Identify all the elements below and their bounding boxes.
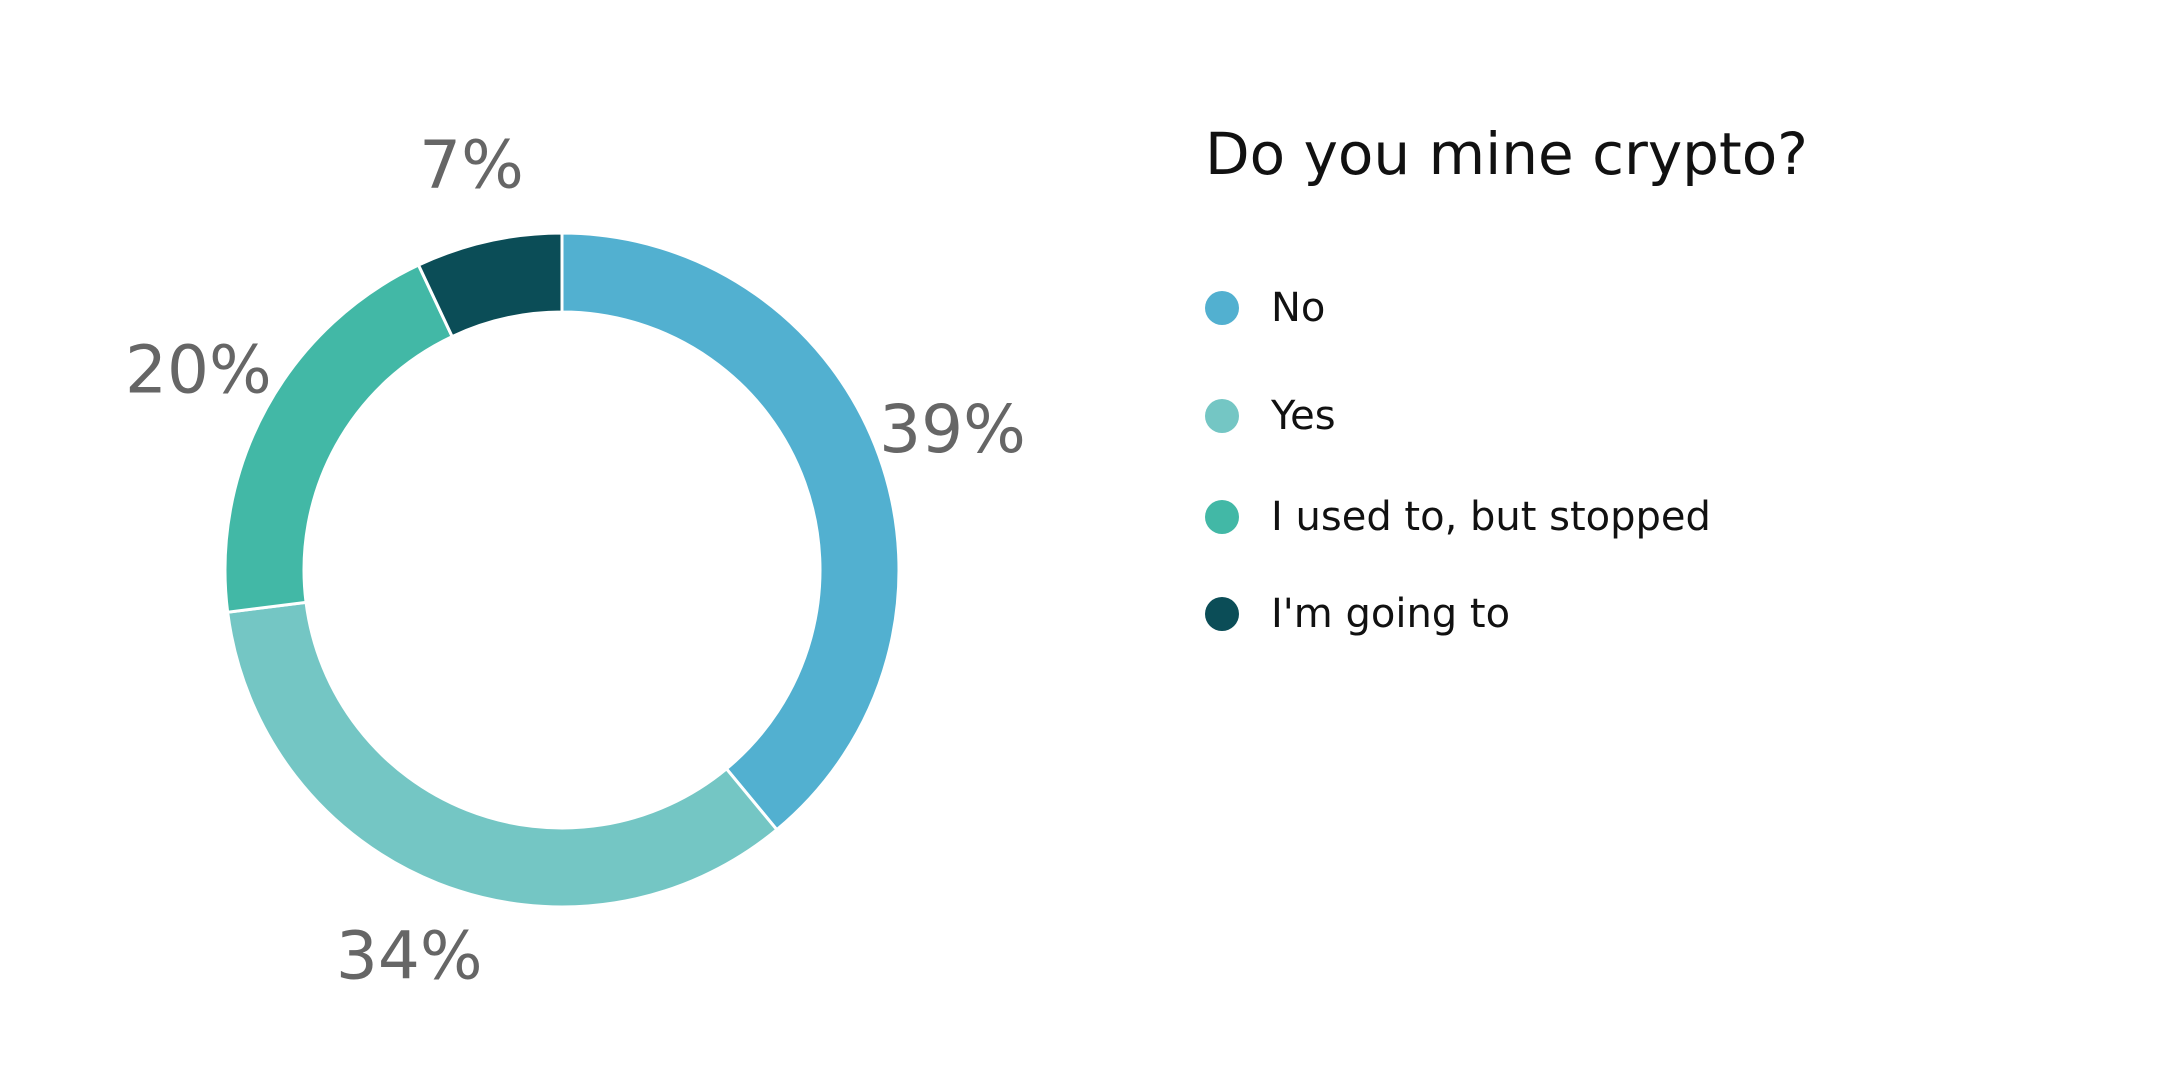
- legend-item: No: [1205, 285, 1325, 331]
- slice-label-3: 7%: [419, 126, 524, 203]
- legend-item: I used to, but stopped: [1205, 494, 1711, 540]
- legend-label: No: [1271, 285, 1326, 331]
- legend: Do you mine crypto? No Yes I used to, but …: [1205, 112, 2105, 637]
- legend-label: Yes: [1271, 393, 1336, 439]
- legend-item: I'm going to: [1205, 591, 1510, 637]
- slice-0: [560, 231, 901, 832]
- legend-dot-icon: [1205, 291, 1239, 325]
- chart-title: Do you mine crypto?: [1205, 120, 1808, 188]
- legend-item: Yes: [1205, 393, 1336, 439]
- slice-3: [416, 231, 564, 339]
- legend-label: I used to, but stopped: [1271, 494, 1711, 540]
- slice-2: [223, 263, 455, 614]
- legend-dot-icon: [1205, 500, 1239, 534]
- slice-1: [225, 600, 779, 909]
- donut-labels: 39% 34% 20% 7%: [125, 126, 1026, 994]
- donut-chart: 39% 34% 20% 7%: [125, 126, 1026, 994]
- slice-label-2: 20%: [125, 332, 272, 409]
- legend-dot-icon: [1205, 399, 1239, 433]
- legend-dot-icon: [1205, 597, 1239, 631]
- slice-label-1: 34%: [336, 917, 483, 994]
- donut-slices: [223, 231, 901, 909]
- slice-label-0: 39%: [879, 391, 1026, 468]
- legend-label: I'm going to: [1271, 591, 1511, 637]
